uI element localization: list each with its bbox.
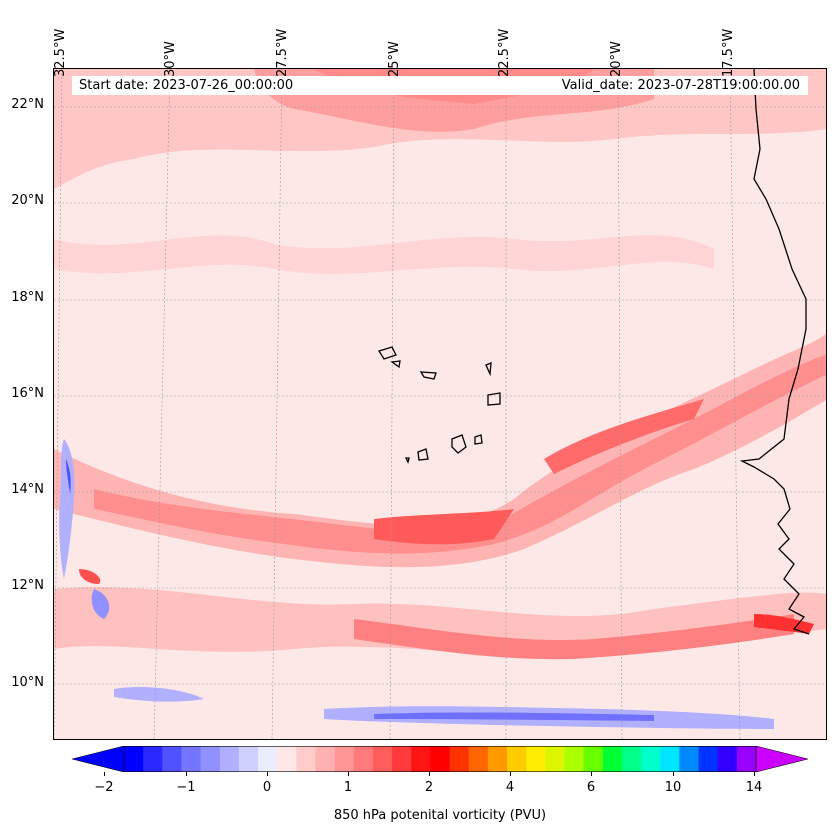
map-panel bbox=[53, 68, 827, 740]
colorbar-segment bbox=[487, 746, 508, 772]
lat-label: 14°N bbox=[11, 482, 44, 497]
colorbar-segment bbox=[679, 746, 700, 772]
colorbar-segment bbox=[392, 746, 412, 772]
colorbar-segment bbox=[583, 746, 604, 772]
colorbar-segment bbox=[736, 746, 757, 772]
lon-label: 30°W bbox=[163, 41, 178, 77]
colorbar-segment bbox=[564, 746, 585, 772]
colorbar-segment bbox=[507, 746, 527, 772]
lon-label: 17.5°W bbox=[721, 28, 736, 77]
lat-label: 12°N bbox=[11, 578, 44, 593]
lat-label: 16°N bbox=[11, 386, 44, 401]
colorbar-segment bbox=[545, 746, 565, 772]
colorbar-segment bbox=[353, 746, 374, 772]
colorbar-segment bbox=[258, 746, 278, 772]
lon-label: 27.5°W bbox=[275, 28, 290, 77]
lat-label: 10°N bbox=[11, 675, 44, 690]
colorbar-segment bbox=[602, 746, 623, 772]
colorbar-tick: 1 bbox=[343, 780, 353, 795]
colorbar-segment bbox=[449, 746, 470, 772]
lat-label: 18°N bbox=[11, 290, 44, 305]
colorbar-tick: 6 bbox=[586, 780, 596, 795]
colorbar-tick: 14 bbox=[745, 780, 763, 795]
lat-label: 22°N bbox=[11, 97, 44, 112]
colorbar-segment bbox=[717, 746, 738, 772]
colorbar-tick: −1 bbox=[176, 780, 196, 795]
colorbar-tick: 0 bbox=[262, 780, 272, 795]
colorbar-tick: 10 bbox=[664, 780, 682, 795]
colorbar-tick: 2 bbox=[424, 780, 434, 795]
colorbar-segment bbox=[181, 746, 202, 772]
lon-label: 32.5°W bbox=[53, 28, 68, 77]
lon-label: 20°W bbox=[609, 41, 624, 77]
lat-label: 20°N bbox=[11, 193, 44, 208]
vorticity-field bbox=[54, 69, 826, 739]
colorbar bbox=[72, 746, 808, 772]
colorbar-segment bbox=[143, 746, 163, 772]
colorbar-tick: −2 bbox=[94, 780, 114, 795]
lon-label: 22.5°W bbox=[497, 28, 512, 77]
colorbar-segment bbox=[162, 746, 182, 772]
colorbar-segment bbox=[621, 746, 642, 772]
colorbar-outline bbox=[123, 746, 757, 772]
colorbar-segment bbox=[277, 746, 297, 772]
colorbar-segment bbox=[372, 746, 393, 772]
colorbar-segment bbox=[219, 746, 240, 772]
lon-label: 25°W bbox=[387, 41, 402, 77]
colorbar-segment bbox=[698, 746, 719, 772]
colorbar-segment bbox=[660, 746, 680, 772]
colorbar-segment bbox=[200, 746, 221, 772]
colorbar-segment bbox=[641, 746, 661, 772]
colorbar-extend-high bbox=[755, 746, 808, 772]
colorbar-extend-low bbox=[72, 746, 125, 772]
colorbar-segment bbox=[334, 746, 355, 772]
colorbar-segment bbox=[124, 746, 144, 772]
colorbar-segment bbox=[296, 746, 317, 772]
colorbar-segment bbox=[315, 746, 336, 772]
date-header: Start date: 2023-07-26_00:00:00 Valid_da… bbox=[72, 76, 808, 95]
colorbar-segment bbox=[411, 746, 431, 772]
cape-verde-islands bbox=[378, 346, 501, 464]
colorbar-segment bbox=[468, 746, 489, 772]
valid-date: Valid_date: 2023-07-28T19:00:00.00 bbox=[561, 78, 800, 93]
colorbar-segment bbox=[526, 746, 546, 772]
coastline bbox=[739, 69, 810, 635]
colorbar-segment bbox=[238, 746, 259, 772]
colorbar-tick: 4 bbox=[505, 780, 515, 795]
colorbar-segment bbox=[430, 746, 451, 772]
start-date: Start date: 2023-07-26_00:00:00 bbox=[79, 78, 294, 93]
colorbar-label: 850 hPa potenital vorticity (PVU) bbox=[333, 808, 547, 823]
